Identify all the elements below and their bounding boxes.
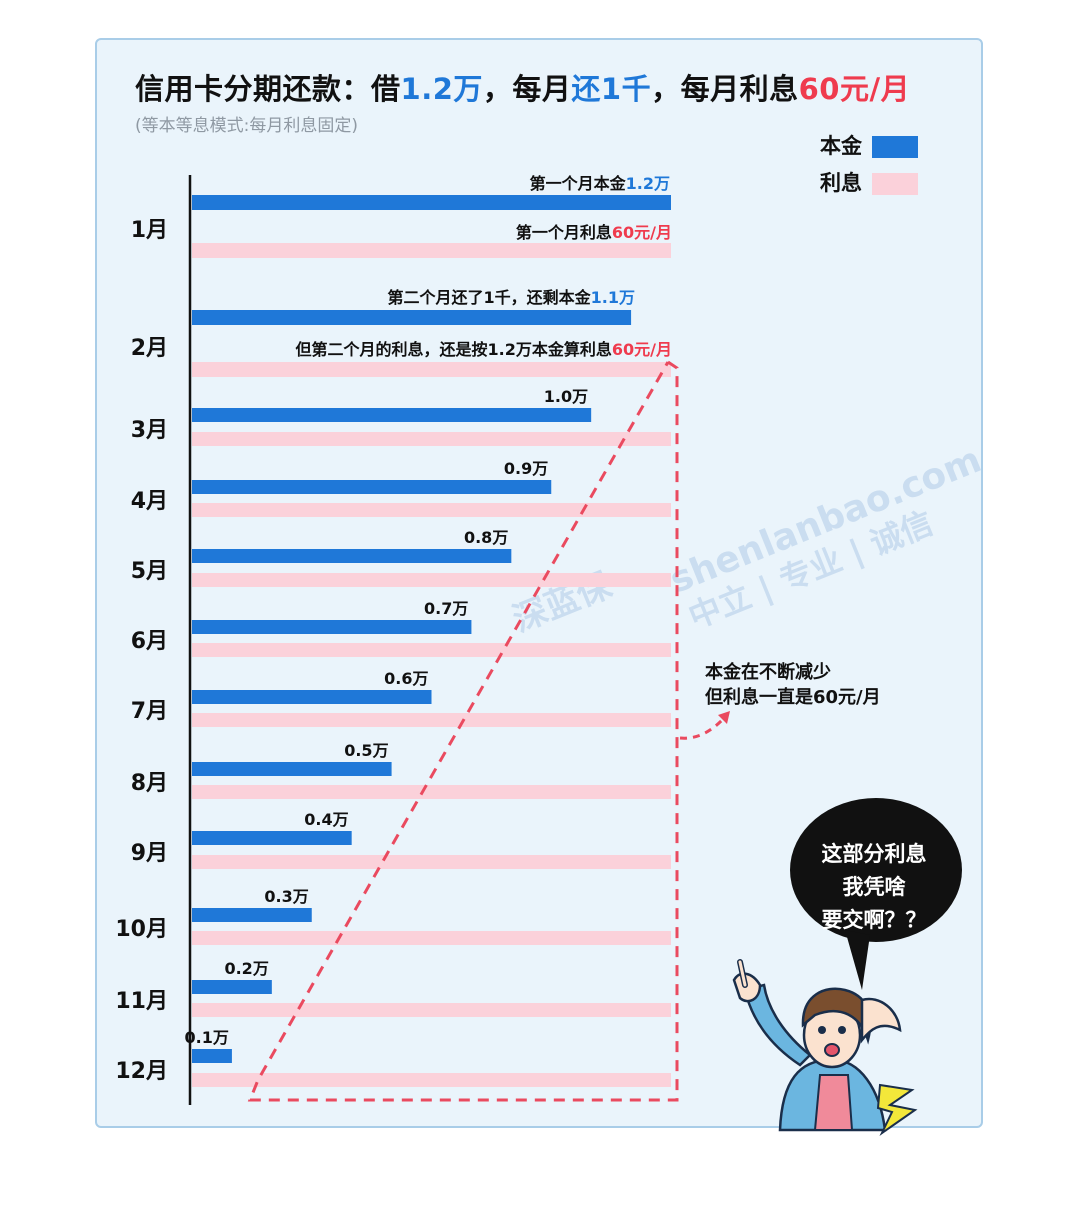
month-label-2: 2月 [131,336,168,361]
principal-value-label-11: 0.2万 [224,959,268,978]
chart-subtitle: (等本等息模式:每月利息固定) [135,116,358,136]
interest-bar-6 [192,643,671,657]
annotation-m2-principal: 第二个月还了1千，还剩本金1.1万 [387,288,636,307]
interest-bar-4 [192,503,671,517]
month-label-11: 11月 [115,989,168,1014]
legend-swatch-interest [872,173,918,195]
month-label-8: 8月 [131,771,168,796]
principal-bar-1 [192,195,671,210]
curved-arrow [679,714,728,740]
principal-bar-12 [192,1049,232,1063]
principal-value-label-8: 0.5万 [344,741,388,760]
interest-bar-10 [192,931,671,945]
month-label-10: 10月 [115,917,168,942]
month-label-6: 6月 [131,629,168,654]
principal-value-label-12: 0.1万 [185,1028,229,1047]
worried-character-illustration [732,959,918,1136]
month-label-3: 3月 [131,418,168,443]
interest-bar-3 [192,432,671,446]
principal-value-label-6: 0.7万 [424,599,468,618]
speech-bubble-tail [845,930,870,990]
legend-item-interest: 利息 [820,167,918,197]
principal-value-label-4: 0.9万 [504,459,548,478]
chart-title: 信用卡分期还款：借1.2万，每月还1千，每月利息60元/月 [135,72,911,106]
interest-bar-12 [192,1073,671,1087]
month-label-1: 1月 [131,218,168,243]
interest-bar-7 [192,713,671,727]
month-label-5: 5月 [131,559,168,584]
principal-value-label-3: 1.0万 [544,387,588,406]
speech-bubble [790,798,962,942]
principal-bar-2 [192,310,632,325]
annotation-m1-interest: 第一个月利息60元/月 [515,223,672,242]
interest-bar-9 [192,855,671,869]
interest-bar-8 [192,785,671,799]
month-label-9: 9月 [131,841,168,866]
principal-bar-5 [192,549,512,563]
interest-bar-11 [192,1003,671,1017]
month-label-4: 4月 [131,489,168,514]
principal-bar-8 [192,762,392,776]
speech-bubble-text: 这部分利息 我凭啥 要交啊？？ [821,842,927,932]
principal-bar-4 [192,480,552,494]
principal-bar-7 [192,690,432,704]
principal-value-label-7: 0.6万 [384,669,428,688]
principal-value-label-9: 0.4万 [304,810,348,829]
legend-item-principal: 本金 [820,130,918,160]
legend-swatch-principal [872,136,918,158]
interest-bar-5 [192,573,671,587]
side-note: 本金在不断减少 但利息一直是60元/月 [705,662,881,708]
principal-bar-10 [192,908,312,922]
month-label-12: 12月 [115,1059,168,1084]
interest-bar-2 [192,362,671,377]
principal-bar-9 [192,831,352,845]
annotation-m2-interest: 但第二个月的利息，还是按1.2万本金算利息60元/月 [295,340,672,359]
principal-bar-11 [192,980,272,994]
interest-bar-1 [192,243,671,258]
annotation-m1-principal: 第一个月本金1.2万 [529,174,670,193]
curved-arrow-head [718,711,730,724]
principal-value-label-10: 0.3万 [264,887,308,906]
principal-value-label-5: 0.8万 [464,528,508,547]
principal-bar-6 [192,620,472,634]
dashed-triangle [247,360,679,1102]
month-label-7: 7月 [131,699,168,724]
principal-bar-3 [192,408,592,422]
